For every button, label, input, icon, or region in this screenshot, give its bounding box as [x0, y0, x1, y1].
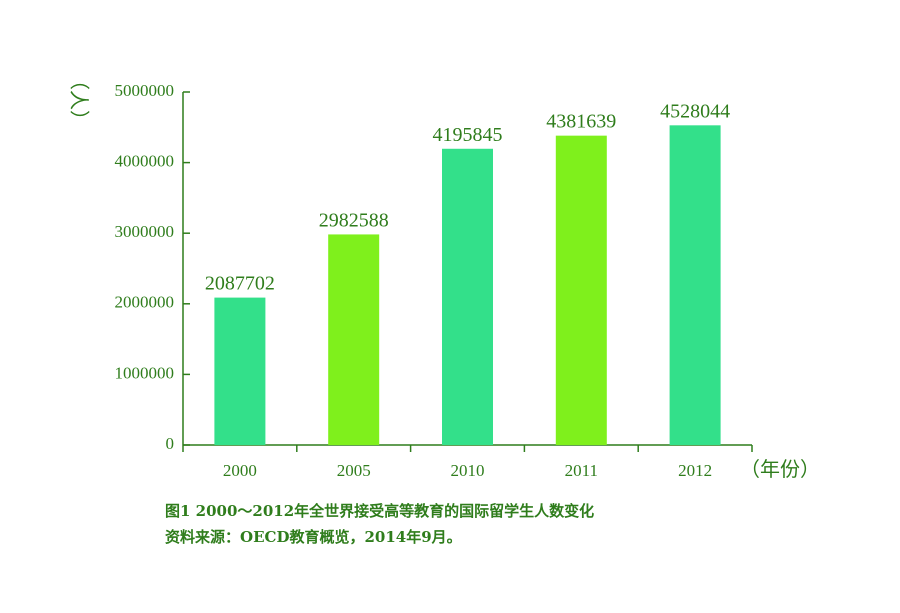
bar [669, 125, 721, 445]
y-tick-label: 2000000 [115, 293, 175, 312]
figure-caption: 图1 2000～2012年全世界接受高等教育的国际留学生人数变化 [165, 502, 595, 520]
bars: 2087702 2982588 4195845 4381639 4528044 [205, 100, 730, 445]
x-tick-label: 2000 [223, 461, 257, 480]
bar-value-label: 4381639 [546, 111, 616, 133]
source-note: 资料来源：OECD教育概览，2014年9月。 [165, 528, 462, 546]
bar [555, 135, 607, 445]
bar [442, 148, 493, 445]
y-tick-label: 3000000 [115, 222, 175, 241]
y-tick-label: 0 [166, 434, 175, 453]
x-tick-label: 2005 [337, 461, 371, 480]
y-tick-label: 1000000 [115, 363, 175, 382]
x-axis-unit-label: （年份） [740, 457, 820, 481]
x-tick-label: 2011 [565, 461, 598, 480]
bar [214, 297, 266, 445]
bar-value-label: 4528044 [660, 100, 730, 122]
bar [328, 234, 380, 445]
x-tick-label: 2012 [678, 461, 712, 480]
bar-value-label: 4195845 [433, 124, 503, 146]
x-axis: 2000 2005 2010 2011 2012 [182, 444, 753, 480]
y-axis-unit-label: （人） [68, 70, 92, 130]
y-tick-label: 4000000 [115, 152, 175, 171]
y-axis: 0 1000000 2000000 3000000 4000000 5000000 [115, 81, 190, 453]
bar-value-label: 2087702 [205, 273, 275, 295]
x-tick-label: 2010 [451, 461, 485, 480]
y-axis-unit-text: （人） [68, 70, 92, 130]
y-tick-label: 5000000 [115, 81, 175, 100]
bar-value-label: 2982588 [319, 209, 389, 231]
